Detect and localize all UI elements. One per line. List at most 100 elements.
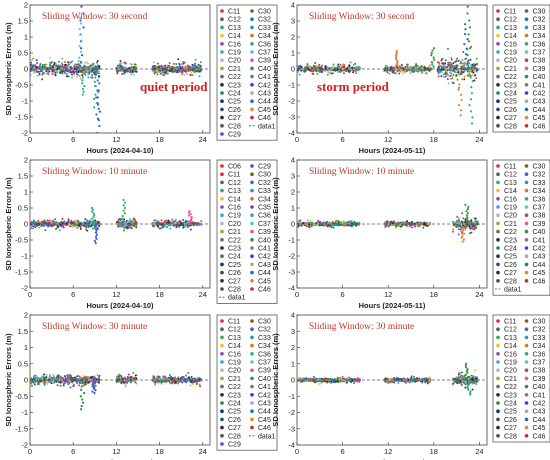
point-C28 — [470, 231, 473, 234]
legend-label-C45: C45 — [533, 270, 546, 277]
legend-marker-C39 — [524, 221, 529, 226]
point-C27 — [345, 67, 348, 70]
legend-marker-C45 — [524, 270, 529, 275]
point-C24 — [420, 64, 423, 67]
legend-marker-C11 — [496, 164, 500, 168]
point-C44 — [457, 60, 460, 63]
spike-point-C40 — [465, 210, 468, 213]
legend-label-C38: C38 — [533, 58, 546, 65]
point-C24 — [304, 70, 307, 73]
legend-label-C21: C21 — [228, 229, 241, 236]
point-C20 — [329, 69, 331, 72]
point-C44 — [56, 65, 59, 68]
point-C33 — [40, 377, 42, 380]
spike-point-C44 — [466, 62, 469, 66]
point-C42 — [455, 66, 457, 69]
legend-label-C26: C26 — [228, 270, 241, 277]
legend-label-C24: C24 — [228, 91, 241, 98]
point-C40 — [92, 62, 95, 65]
point-C38 — [297, 65, 299, 68]
legend-label-C21: C21 — [228, 66, 241, 73]
point-C24 — [170, 70, 173, 73]
spike-point-C39 — [187, 214, 190, 217]
point-C19 — [155, 221, 158, 223]
y-tick-label: -2 — [288, 97, 295, 106]
point-C12 — [402, 67, 404, 70]
point-C36 — [130, 63, 133, 66]
point-C30 — [331, 221, 334, 224]
point-C26 — [414, 222, 417, 225]
x-tick-label: 24 — [475, 290, 483, 299]
point-C37 — [466, 65, 468, 68]
point-C26 — [181, 224, 184, 227]
point-C23 — [191, 63, 194, 66]
point-C21 — [158, 70, 161, 73]
legend-marker-C19 — [496, 205, 500, 209]
spike-point-C32 — [95, 96, 98, 99]
point-C39 — [174, 218, 177, 221]
point-C32 — [449, 65, 452, 68]
point-C34 — [463, 75, 466, 78]
point-C44 — [332, 69, 335, 72]
point-C36 — [452, 228, 455, 231]
legend-marker-C27 — [220, 115, 224, 120]
legend-marker-C19 — [220, 50, 224, 54]
point-C25 — [471, 63, 474, 66]
point-C28 — [57, 226, 60, 229]
point-C39 — [303, 221, 306, 224]
legend-label-C19: C19 — [228, 50, 241, 57]
point-C41 — [406, 65, 409, 67]
legend-marker-C28 — [496, 279, 500, 283]
point-C42 — [176, 71, 179, 74]
legend-marker-C21 — [496, 221, 500, 226]
point-C22 — [48, 224, 51, 227]
point-C11 — [391, 68, 394, 71]
y-tick-label: 0 — [24, 65, 28, 74]
point-C06 — [30, 221, 32, 224]
point-C13 — [415, 65, 418, 68]
point-C39 — [153, 69, 156, 72]
spike-point-C13 — [122, 217, 125, 220]
point-C43 — [327, 70, 330, 73]
point-C32 — [33, 68, 36, 71]
point-C29 — [184, 221, 187, 224]
spike-point-C36 — [95, 102, 98, 105]
y-tick-label: 2 — [24, 156, 28, 165]
point-C40 — [332, 226, 335, 229]
point-C44 — [44, 65, 47, 68]
spike-point-C40 — [430, 67, 433, 71]
point-C30 — [67, 63, 70, 66]
point-C23 — [391, 222, 394, 225]
point-C14 — [54, 66, 57, 69]
x-tick-label: 24 — [199, 135, 207, 144]
legend-label-C29: C29 — [258, 164, 271, 171]
point-C32 — [121, 67, 123, 70]
legend-marker-C33 — [524, 25, 529, 30]
point-C33 — [457, 220, 460, 223]
legend-label-C24: C24 — [504, 246, 517, 253]
point-C34 — [172, 66, 175, 68]
point-C14 — [467, 75, 470, 78]
legend-label-C22: C22 — [504, 74, 517, 81]
point-C11 — [352, 69, 355, 72]
spike-point-C29 — [98, 82, 101, 85]
point-C30 — [162, 74, 165, 76]
spike-point-C36 — [90, 206, 94, 210]
point-C26 — [37, 380, 40, 383]
point-C27 — [94, 219, 97, 222]
point-C33 — [87, 76, 90, 79]
spike-point-C13 — [122, 209, 125, 212]
point-C22 — [459, 68, 462, 70]
spike-point-C32 — [95, 113, 98, 116]
legend-label-C38: C38 — [533, 213, 546, 220]
legend-label-C19: C19 — [504, 205, 517, 212]
legend-marker-C34 — [250, 197, 254, 201]
point-C22 — [117, 224, 120, 227]
point-C25 — [337, 63, 340, 66]
point-C45 — [317, 65, 320, 68]
legend-label-C45: C45 — [533, 115, 546, 122]
y-tick-label: -1.5 — [15, 268, 28, 277]
point-C24 — [330, 72, 333, 75]
point-C36 — [461, 62, 464, 65]
point-C30 — [60, 222, 63, 225]
